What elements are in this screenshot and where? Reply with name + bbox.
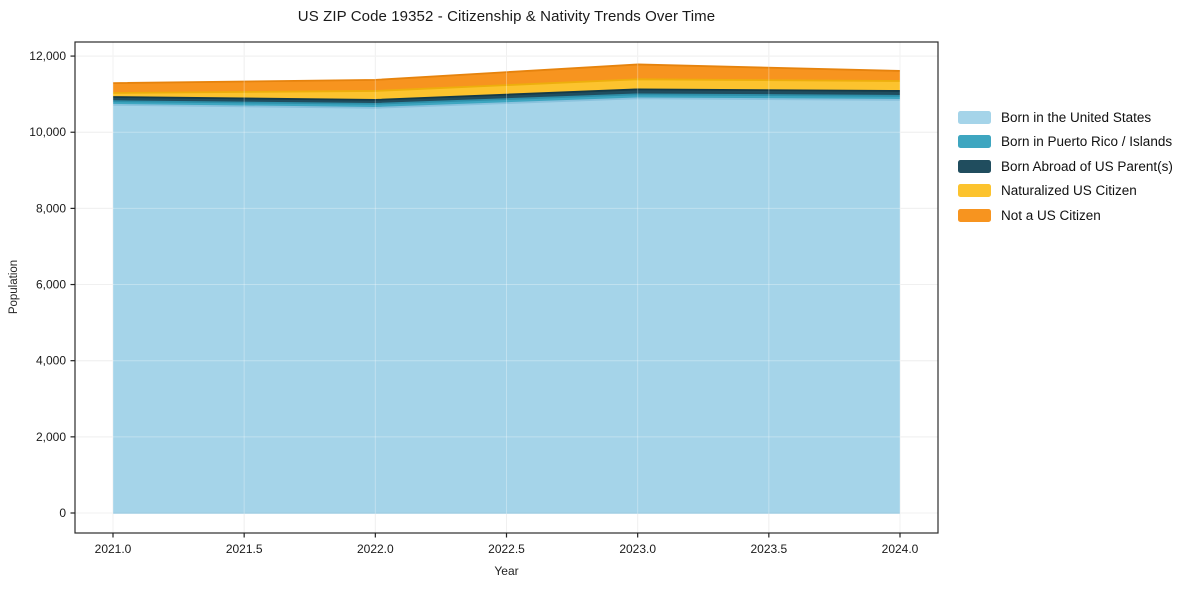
area-naturalized-us-citizen (113, 79, 900, 100)
y-tick-label: 2,000 (36, 430, 66, 444)
chart-title: US ZIP Code 19352 - Citizenship & Nativi… (297, 8, 716, 25)
legend-label: Born in the United States (1001, 109, 1152, 125)
legend-label: Not a US Citizen (1001, 207, 1101, 223)
legend-swatch-not-a-us-citizen (958, 208, 991, 222)
legend-swatch-born-abroad-of-us-parent-s (958, 159, 991, 173)
legend-label: Born in Puerto Rico / Islands (1001, 134, 1173, 150)
legend-swatch-born-in-puerto-rico-islands (958, 135, 991, 149)
x-tick-label: 2024.0 (882, 542, 919, 556)
area-born-in-the-united-states (113, 98, 900, 513)
legend-item: Not a US Citizen (958, 203, 1173, 228)
legend-item: Naturalized US Citizen (958, 179, 1173, 204)
y-tick-label: 0 (59, 506, 66, 520)
edge-naturalized-us-citizen (112, 78, 901, 94)
y-tick-label: 4,000 (36, 354, 66, 368)
legend-item: Born in Puerto Rico / Islands (958, 130, 1173, 155)
legend-label: Born Abroad of US Parent(s) (1001, 158, 1173, 174)
y-tick-label: 8,000 (36, 201, 66, 215)
x-tick-label: 2021.0 (95, 542, 132, 556)
y-axis-label: Population (8, 259, 20, 315)
edge-born-in-puerto-rico-islands (112, 93, 901, 105)
x-tick-label: 2022.5 (488, 542, 525, 556)
legend-swatch-born-in-the-united-states (958, 110, 991, 124)
legend-item: Born in the United States (958, 105, 1173, 130)
legend-swatch-naturalized-us-citizen (958, 184, 991, 198)
legend-label: Naturalized US Citizen (1001, 183, 1137, 199)
y-tick-label: 12,000 (29, 49, 66, 63)
x-axis-label: Year (494, 564, 519, 578)
x-tick-label: 2022.0 (357, 542, 394, 556)
edge-born-in-the-united-states (112, 97, 901, 109)
edge-born-abroad-of-us-parent-s (112, 88, 901, 101)
area-born-abroad-of-us-parent-s (113, 89, 900, 104)
area-not-a-us-citizen (113, 64, 900, 94)
y-tick-label: 6,000 (36, 278, 66, 292)
x-tick-label: 2023.5 (750, 542, 787, 556)
y-tick-label: 10,000 (29, 125, 66, 139)
area-born-in-puerto-rico-islands (113, 94, 900, 108)
legend-item: Born Abroad of US Parent(s) (958, 154, 1173, 179)
x-tick-label: 2023.0 (619, 542, 656, 556)
edge-not-a-us-citizen (112, 63, 901, 85)
x-tick-label: 2021.5 (226, 542, 263, 556)
legend: Born in the United States Born in Puerto … (958, 105, 1173, 228)
